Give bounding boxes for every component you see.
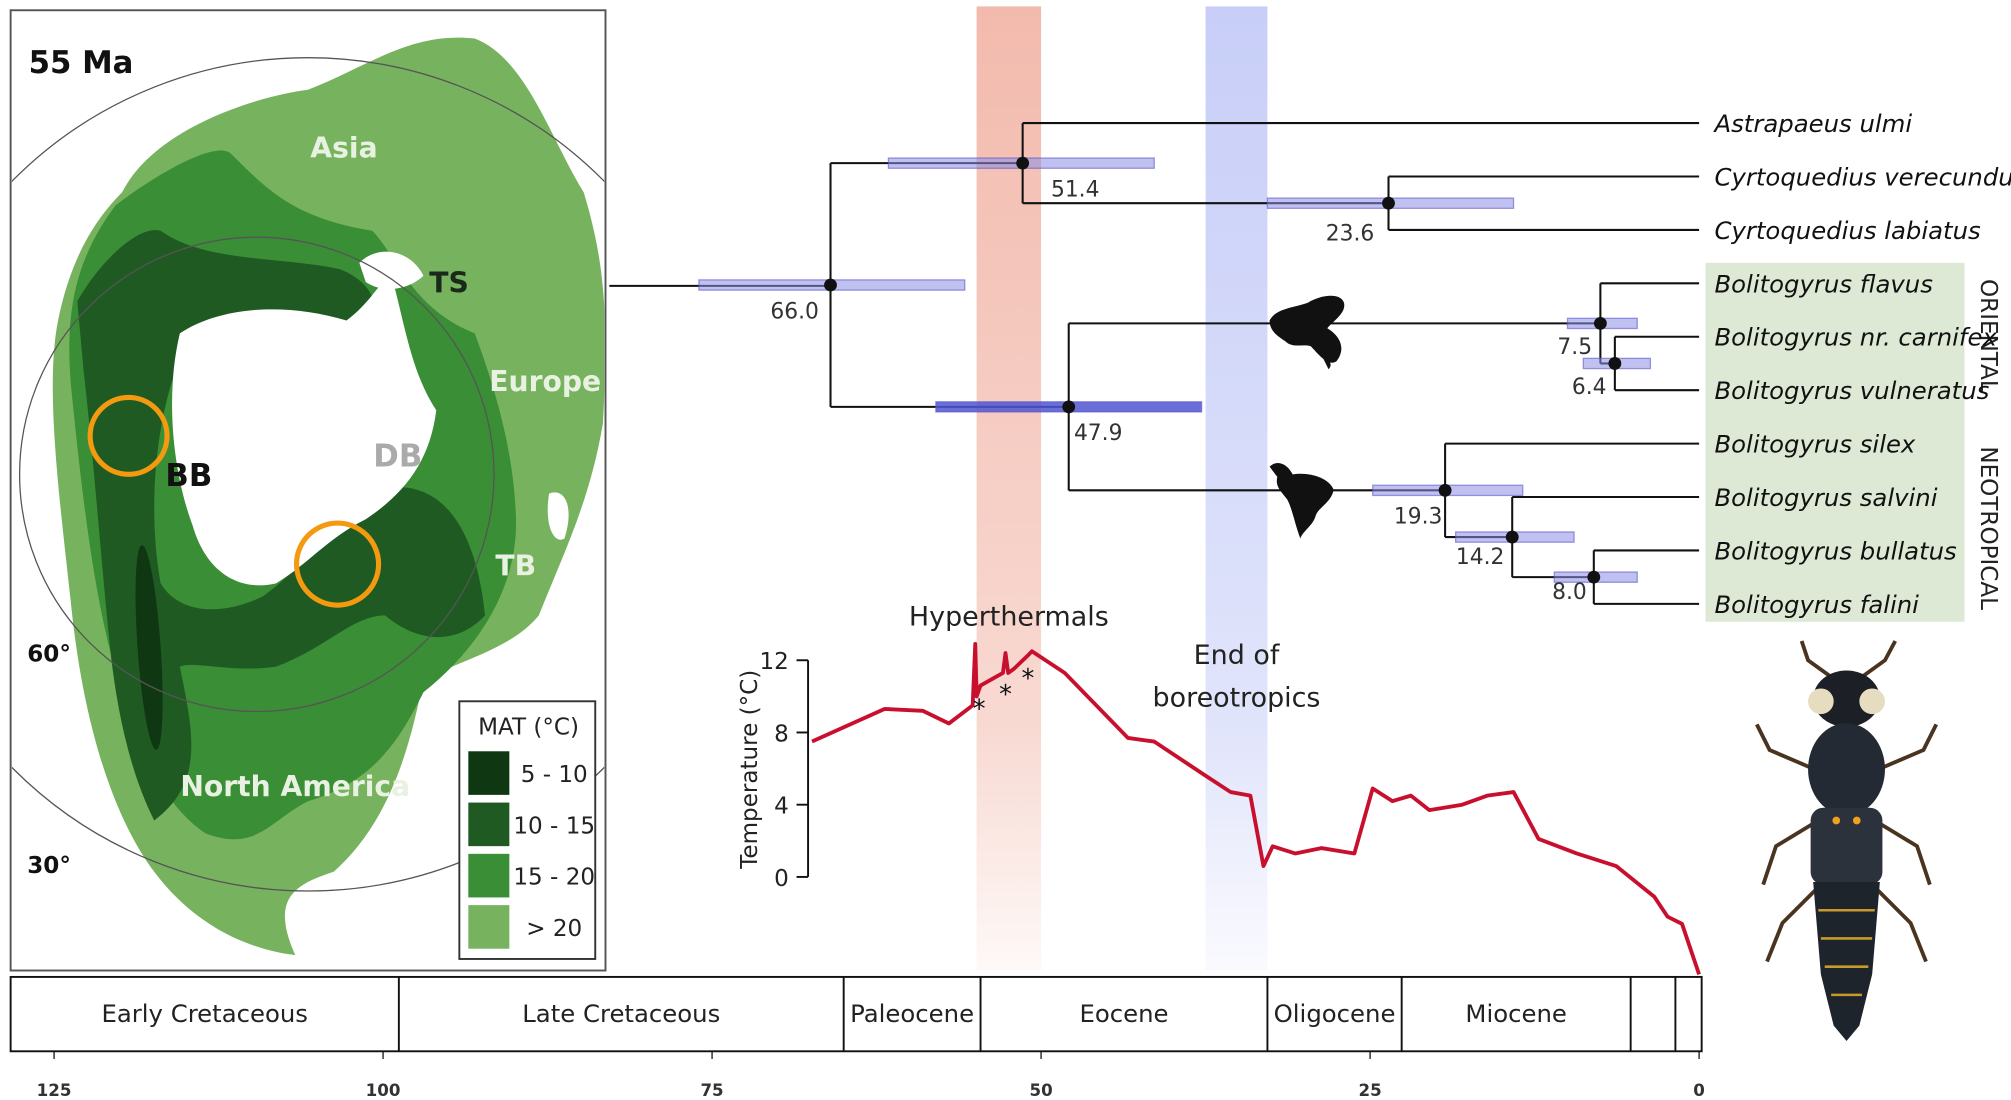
legend-label: 5 - 10	[521, 762, 588, 788]
node	[1062, 400, 1075, 413]
figure: Hyperthermals End of boreotropics 55 Ma As…	[0, 0, 2011, 1100]
x-tick-label: 0	[1693, 1081, 1705, 1100]
node-age-label: 6.4	[1572, 375, 1607, 400]
y-tick-label: 0	[774, 866, 789, 892]
node-age-label: 8.0	[1552, 580, 1587, 605]
latitude-label: 30°	[27, 853, 71, 879]
legend-label: 15 - 20	[513, 865, 595, 891]
tip-label: Bolitogyrus salvini	[1714, 483, 1937, 512]
legend-swatch	[468, 803, 509, 847]
node-age-label: 19.3	[1394, 505, 1443, 530]
band	[977, 6, 1041, 970]
x-tick-label: 50	[1029, 1081, 1052, 1100]
band-label: boreotropics	[1153, 682, 1321, 713]
epoch-label: Miocene	[1465, 999, 1566, 1028]
node	[1382, 197, 1395, 210]
legend-label: 10 - 15	[513, 813, 595, 839]
tip-label: Astrapaeus ulmi	[1712, 109, 1912, 138]
node	[1439, 484, 1452, 497]
epoch-label: Late Cretaceous	[522, 999, 720, 1028]
node-age-label: 51.4	[1051, 177, 1100, 202]
map-label: DB	[373, 439, 422, 475]
map-label: BB	[165, 458, 212, 494]
tip-label: Bolitogyrus bullatus	[1714, 536, 1957, 565]
epoch-label: Paleocene	[850, 999, 974, 1028]
node	[1016, 157, 1029, 170]
tip-label: Bolitogyrus falini	[1714, 590, 1919, 619]
x-tick-label: 125	[37, 1081, 72, 1100]
map-label: Asia	[310, 132, 377, 165]
event-marker: *	[999, 680, 1012, 710]
y-tick-label: 8	[774, 721, 789, 747]
x-tick-label: 75	[700, 1081, 723, 1100]
legend-label: > 20	[526, 916, 582, 942]
tip-label: Cyrtoquedius verecundus	[1714, 162, 2011, 191]
legend-swatch	[468, 854, 509, 898]
map-label: North America	[180, 770, 410, 803]
epoch-label: Early Cretaceous	[101, 999, 308, 1028]
legend-swatch	[468, 751, 509, 795]
y-axis-label: Temperature (°C)	[737, 670, 763, 870]
event-marker: *	[973, 694, 986, 724]
legend-swatch	[468, 905, 509, 949]
page: { "map": { "title": "55 Ma", "labels": […	[0, 0, 2011, 1100]
band	[1206, 6, 1268, 970]
map-label: TB	[495, 550, 536, 583]
node	[824, 279, 837, 292]
epoch-label: Oligocene	[1274, 999, 1396, 1028]
y-tick-label: 4	[774, 794, 789, 820]
region-label: NEOTROPICAL	[1975, 446, 2001, 610]
epoch-label: Eocene	[1079, 999, 1168, 1028]
y-tick-label: 12	[759, 649, 788, 675]
node	[1594, 317, 1607, 330]
map-label: Europe	[489, 365, 601, 398]
node	[1608, 357, 1621, 370]
tip-label: Bolitogyrus flavus	[1714, 269, 1933, 298]
map-title: 55 Ma	[29, 45, 134, 81]
legend-title: MAT (°C)	[478, 715, 579, 741]
node-age-label: 47.9	[1074, 421, 1123, 446]
x-tick-label: 100	[366, 1081, 401, 1100]
legend: MAT (°C) 5 - 10 10 - 15 15 - 20 > 20	[459, 701, 595, 959]
event-marker: *	[1022, 664, 1035, 694]
map-label: TS	[429, 266, 469, 299]
tip-label: Bolitogyrus silex	[1714, 430, 1915, 459]
band-label: Hyperthermals	[909, 602, 1109, 633]
latitude-label: 60°	[27, 642, 71, 668]
node-age-label: 66.0	[770, 299, 819, 324]
node	[1587, 571, 1600, 584]
x-tick-label: 25	[1358, 1081, 1381, 1100]
node-age-label: 23.6	[1326, 221, 1375, 246]
node-age-label: 14.2	[1456, 545, 1504, 570]
tip-label: Bolitogyrus vulneratus	[1714, 376, 1989, 405]
band-label: End of	[1194, 640, 1280, 671]
node	[1506, 531, 1519, 544]
tip-label: Bolitogyrus nr. carnifex	[1714, 323, 1997, 352]
node-age-label: 7.5	[1557, 335, 1592, 360]
tip-label: Cyrtoquedius labiatus	[1714, 216, 1981, 245]
